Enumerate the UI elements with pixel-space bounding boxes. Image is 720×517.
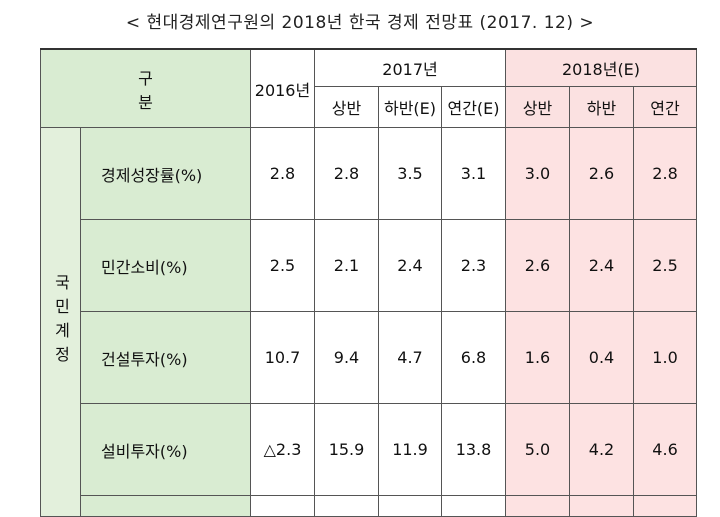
table-title: < 현대경제연구원의 2018년 한국 경제 전망표 (2017. 12) >: [125, 13, 595, 33]
header-2018: 2018년(E): [505, 48, 698, 87]
row-label-empty: [80, 495, 251, 517]
cell-2018-h1: 5.0: [505, 403, 571, 496]
cell-2018-h2: 0.4: [569, 311, 635, 404]
cell-2016: 2.5: [250, 219, 315, 312]
cell-empty: [378, 495, 442, 517]
header-2018-h1: 상반: [505, 86, 571, 128]
cell-2017-annual: 3.1: [440, 127, 507, 220]
cell-2018-h1: 3.0: [505, 127, 571, 220]
cell-2016: 10.7: [250, 311, 315, 404]
cell-2018-h2: 2.6: [569, 127, 635, 220]
header-2018-h2: 하반: [569, 86, 635, 128]
cell-2018-annual: 1.0: [633, 311, 698, 404]
cell-2018-h2: 2.4: [569, 219, 635, 312]
cell-2017-h1: 15.9: [314, 403, 379, 496]
header-2017: 2017년: [313, 48, 507, 87]
cell-empty: [440, 495, 507, 517]
table-row: 민간소비(%) 2.5 2.1 2.4 2.3 2.6 2.4 2.5: [41, 219, 698, 312]
group-label: 국민계정: [40, 127, 81, 517]
cell-2018-h2: 4.2: [569, 403, 635, 496]
economic-outlook-table: 구 분 2016년 2017년 2018년(E) 상반 하반(E) 연간(E) …: [40, 48, 698, 517]
cell-2017-h2: 3.5: [378, 127, 442, 220]
cell-2017-annual: 6.8: [440, 311, 507, 404]
cell-empty: [314, 495, 379, 517]
cell-2017-h2: 11.9: [378, 403, 442, 496]
row-label: 경제성장률(%): [80, 127, 251, 220]
cell-2016: △2.3: [250, 403, 315, 496]
cell-2017-h2: 2.4: [378, 219, 442, 312]
cell-empty: [633, 495, 698, 517]
cell-2016: 2.8: [250, 127, 315, 220]
header-2017-annual: 연간(E): [440, 86, 507, 128]
header-gubun: 구 분: [40, 48, 251, 128]
cell-2018-annual: 2.5: [633, 219, 698, 312]
cell-2018-h1: 1.6: [505, 311, 571, 404]
cell-2017-h1: 2.1: [314, 219, 379, 312]
cell-2017-h1: 2.8: [314, 127, 379, 220]
row-label: 민간소비(%): [80, 219, 251, 312]
row-label: 설비투자(%): [80, 403, 251, 496]
cell-2018-annual: 4.6: [633, 403, 698, 496]
cell-2017-annual: 2.3: [440, 219, 507, 312]
table-row: 건설투자(%) 10.7 9.4 4.7 6.8 1.6 0.4 1.0: [41, 311, 698, 404]
header-2018-annual: 연간: [633, 86, 698, 128]
cell-2017-annual: 13.8: [440, 403, 507, 496]
cell-2018-h1: 2.6: [505, 219, 571, 312]
header-2017-h2: 하반(E): [378, 86, 442, 128]
row-label: 건설투자(%): [80, 311, 251, 404]
cell-empty: [250, 495, 315, 517]
cell-2017-h2: 4.7: [378, 311, 442, 404]
cell-empty: [569, 495, 635, 517]
cell-2017-h1: 9.4: [314, 311, 379, 404]
cell-2018-annual: 2.8: [633, 127, 698, 220]
table-row: 설비투자(%) △2.3 15.9 11.9 13.8 5.0 4.2 4.6: [41, 403, 698, 496]
header-2016: 2016년: [250, 48, 315, 128]
table-row-partial: [41, 495, 698, 517]
header-2017-h1: 상반: [314, 86, 379, 128]
cell-empty: [505, 495, 571, 517]
table-row: 국민계정 경제성장률(%) 2.8 2.8 3.5 3.1 3.0 2.6 2.…: [40, 127, 698, 517]
